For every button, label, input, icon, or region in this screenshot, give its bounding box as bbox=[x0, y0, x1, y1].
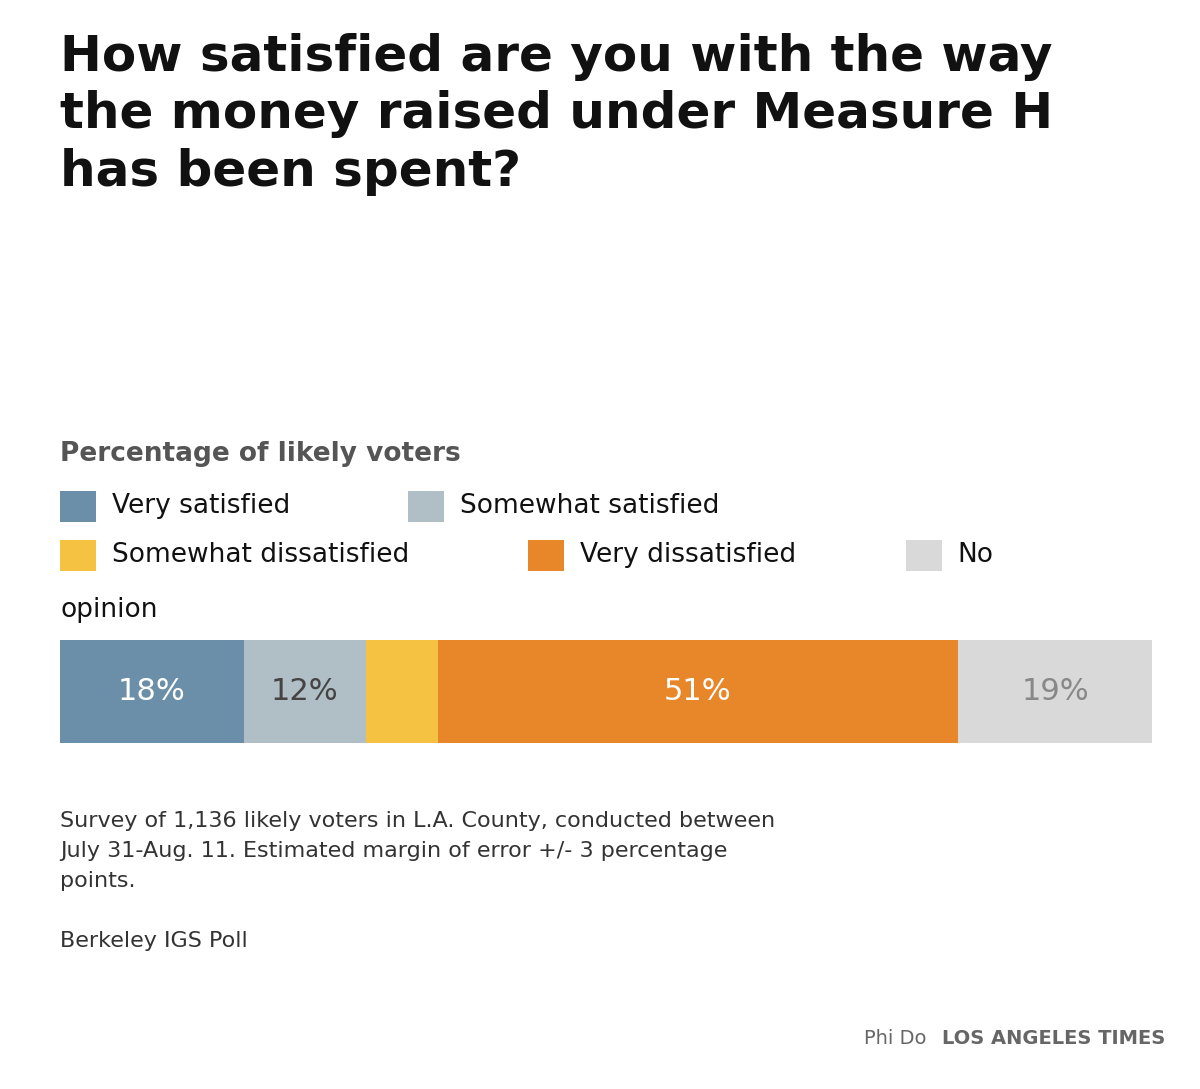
Text: LOS ANGELES TIMES: LOS ANGELES TIMES bbox=[942, 1029, 1165, 1048]
FancyBboxPatch shape bbox=[60, 540, 96, 571]
Text: Very dissatisfied: Very dissatisfied bbox=[580, 542, 796, 568]
Text: Survey of 1,136 likely voters in L.A. County, conducted between
July 31-Aug. 11.: Survey of 1,136 likely voters in L.A. Co… bbox=[60, 811, 775, 891]
Text: Very satisfied: Very satisfied bbox=[112, 493, 290, 519]
FancyBboxPatch shape bbox=[408, 491, 444, 522]
FancyBboxPatch shape bbox=[438, 640, 958, 743]
Text: Percentage of likely voters: Percentage of likely voters bbox=[60, 441, 461, 467]
FancyBboxPatch shape bbox=[528, 540, 564, 571]
Text: 19%: 19% bbox=[1021, 677, 1088, 706]
Text: No: No bbox=[958, 542, 994, 568]
Text: opinion: opinion bbox=[60, 597, 157, 623]
Text: 18%: 18% bbox=[118, 677, 186, 706]
Text: How satisfied are you with the way
the money raised under Measure H
has been spe: How satisfied are you with the way the m… bbox=[60, 33, 1054, 196]
Text: Phi Do: Phi Do bbox=[864, 1029, 926, 1048]
Text: Somewhat satisfied: Somewhat satisfied bbox=[460, 493, 719, 519]
FancyBboxPatch shape bbox=[244, 640, 366, 743]
Text: 51%: 51% bbox=[664, 677, 732, 706]
Text: 12%: 12% bbox=[271, 677, 338, 706]
Text: Somewhat dissatisfied: Somewhat dissatisfied bbox=[112, 542, 409, 568]
FancyBboxPatch shape bbox=[958, 640, 1152, 743]
Text: Berkeley IGS Poll: Berkeley IGS Poll bbox=[60, 931, 247, 951]
FancyBboxPatch shape bbox=[60, 640, 244, 743]
FancyBboxPatch shape bbox=[906, 540, 942, 571]
FancyBboxPatch shape bbox=[60, 491, 96, 522]
FancyBboxPatch shape bbox=[366, 640, 438, 743]
